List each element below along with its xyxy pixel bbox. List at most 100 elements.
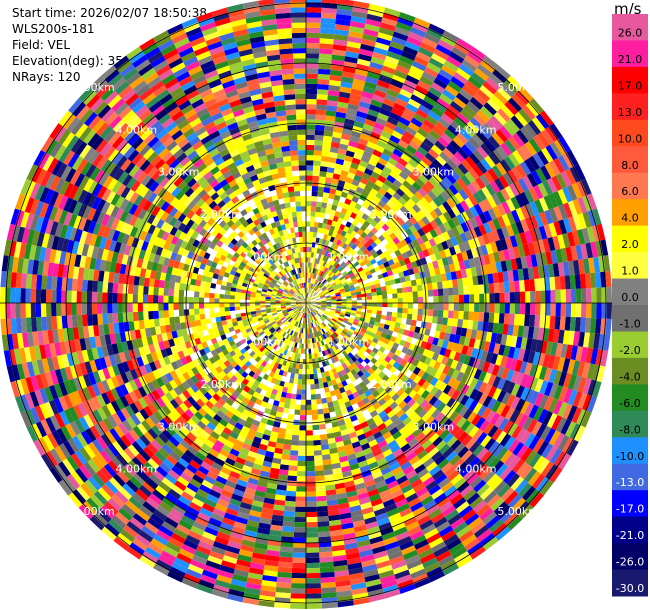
radar-gate: [244, 231, 252, 239]
radar-gate: [266, 323, 272, 328]
radar-gate: [274, 447, 283, 455]
radar-gate: [329, 320, 335, 326]
radar-gate: [138, 320, 145, 330]
radar-gate: [198, 348, 207, 357]
radar-gate: [20, 317, 28, 333]
radar-gate: [324, 386, 330, 393]
radar-gate: [74, 254, 82, 268]
radar-gate: [127, 133, 141, 147]
radar-gate: [225, 199, 235, 208]
radar-gate: [344, 325, 351, 331]
radar-gate: [398, 400, 407, 410]
radar-gate: [92, 370, 102, 384]
radar-gate: [222, 427, 233, 436]
radar-gate: [30, 317, 38, 332]
radar-gate: [113, 168, 125, 181]
radar-gate: [0, 318, 7, 335]
radar-gate: [206, 143, 217, 154]
radar-gate: [367, 361, 375, 368]
radar-gate: [93, 169, 105, 184]
radar-gate: [199, 369, 207, 378]
radar-gate: [176, 429, 187, 440]
radar-gate: [312, 368, 318, 375]
radar-gate: [120, 222, 129, 234]
radar-gate: [271, 366, 277, 373]
radar-gate: [392, 417, 403, 427]
radar-gate: [495, 354, 504, 367]
radar-gate: [134, 266, 142, 277]
radar-gate: [198, 219, 207, 229]
radar-gate: [378, 336, 386, 343]
radar-gate: [3, 350, 12, 367]
radar-gate: [171, 465, 184, 477]
radar-gate: [219, 166, 230, 175]
radar-gate: [109, 333, 117, 345]
radar-gate: [192, 358, 200, 367]
radar-gate: [138, 108, 152, 122]
radar-gate: [88, 476, 102, 491]
radar-gate: [230, 255, 238, 263]
radar-gate: [287, 340, 292, 346]
radar-gate: [325, 306, 332, 309]
radar-gate: [178, 365, 187, 375]
radar-gate: [71, 351, 80, 366]
radar-gate: [416, 314, 423, 322]
radar-gate: [208, 448, 220, 458]
radar-gate: [309, 306, 314, 311]
radar-gate: [415, 352, 423, 361]
radar-gate: [177, 262, 185, 271]
radar-gate: [274, 285, 280, 290]
radar-gate: [211, 368, 219, 377]
radar-gate: [365, 483, 378, 493]
radar-gate: [311, 409, 318, 416]
radar-gate: [199, 88, 213, 99]
radar-gate: [193, 172, 204, 182]
radar-gate: [306, 333, 308, 339]
radar-gate: [282, 268, 287, 275]
radar-gate: [335, 580, 351, 588]
radar-gate: [312, 310, 317, 315]
radar-gate: [178, 309, 185, 317]
radar-gate: [219, 191, 229, 200]
radar-gate: [176, 329, 183, 338]
radar-gate: [151, 379, 161, 390]
radar-gate: [301, 303, 306, 306]
radar-gate: [314, 314, 319, 320]
radar-gate: [158, 447, 170, 459]
radar-gate: [186, 219, 195, 229]
radar-gate: [159, 176, 170, 188]
radar-gate: [456, 343, 464, 354]
radar-gate: [237, 375, 246, 383]
radar-gate: [458, 353, 467, 364]
radar-gate: [283, 267, 289, 274]
radar-gate: [224, 457, 236, 467]
radar-gate: [254, 277, 261, 283]
radar-gate: [346, 303, 352, 306]
radar-gate: [216, 240, 224, 248]
radar-gate: [314, 460, 324, 466]
radar-gate: [102, 367, 111, 380]
radar-gate: [224, 550, 239, 560]
radar-gate: [20, 410, 32, 428]
radar-gate: [231, 153, 242, 163]
radar-gate: [306, 303, 309, 308]
radar-gate: [264, 362, 271, 370]
radar-gate: [300, 307, 304, 313]
radar-gate: [209, 297, 215, 303]
radar-gate: [229, 431, 239, 440]
radar-gate: [111, 364, 121, 377]
radar-gate: [149, 473, 162, 486]
radar-gate: [213, 480, 226, 490]
radar-gate: [260, 438, 270, 446]
radar-gate: [274, 602, 291, 609]
radar-gate: [548, 398, 559, 413]
radar-gate: [492, 322, 499, 334]
radar-gate: [306, 542, 319, 548]
radar-gate: [370, 443, 381, 453]
radar-gate: [318, 318, 324, 323]
radar-gate: [296, 332, 300, 338]
radar-gate: [163, 545, 179, 558]
radar-gate: [307, 307, 310, 313]
radar-gate: [345, 485, 357, 493]
radar-gate: [254, 236, 262, 244]
